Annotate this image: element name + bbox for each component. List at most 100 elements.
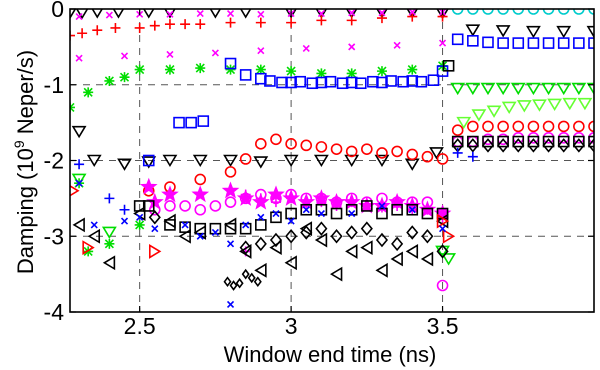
data-point: [451, 135, 464, 148]
data-point: [421, 150, 434, 163]
data-point: [143, 9, 155, 19]
data-point: [315, 9, 328, 19]
data-point: [70, 9, 77, 20]
data-point: [501, 101, 517, 115]
data-point: [557, 120, 570, 133]
data-point: [146, 192, 164, 210]
data-point: [255, 138, 267, 150]
data-point: [526, 82, 541, 96]
data-point: [390, 251, 403, 267]
data-point: [393, 41, 401, 49]
data-point: [374, 154, 390, 168]
data-point: [164, 64, 175, 75]
data-point: [451, 124, 464, 136]
data-point: [406, 148, 419, 161]
data-point: [482, 135, 494, 148]
data-point: [361, 143, 373, 155]
data-point: [526, 25, 541, 39]
data-point: [345, 9, 358, 19]
data-point: [300, 139, 313, 152]
data-point: [376, 9, 388, 19]
data-point: [557, 135, 570, 148]
data-point: [75, 54, 83, 62]
data-point: [452, 147, 463, 158]
data-point: [317, 9, 325, 18]
data-point: [225, 64, 236, 75]
data-point: [415, 75, 428, 88]
data-point: [527, 37, 540, 49]
data-point: [497, 135, 509, 148]
data-point: [257, 213, 265, 221]
data-point: [345, 225, 358, 240]
data-point: [285, 138, 297, 150]
data-point: [422, 204, 433, 215]
data-point: [224, 196, 237, 208]
y-tick-label: -3: [44, 223, 64, 249]
data-point: [541, 82, 556, 96]
data-point: [75, 179, 83, 187]
data-point: [557, 131, 570, 144]
data-point: [376, 66, 387, 77]
data-point: [512, 135, 525, 148]
data-point: [542, 120, 555, 133]
data-point: [255, 193, 266, 204]
data-point: [149, 20, 160, 31]
data-point: [91, 9, 104, 19]
data-point: [226, 300, 235, 308]
data-point: [272, 209, 280, 218]
data-point: [588, 120, 594, 133]
data-point: [486, 105, 502, 118]
data-point: [120, 52, 129, 60]
data-point: [284, 255, 297, 271]
data-point: [70, 30, 75, 41]
data-point: [442, 228, 456, 244]
data-point: [221, 181, 240, 199]
data-point: [166, 10, 174, 18]
data-point: [456, 116, 472, 130]
data-point: [287, 217, 295, 225]
data-point: [317, 209, 325, 218]
data-point: [573, 37, 585, 49]
data-point: [164, 19, 175, 30]
data-point: [512, 138, 525, 153]
data-point: [196, 232, 204, 240]
data-point: [467, 135, 479, 148]
data-point: [510, 82, 526, 96]
data-point: [361, 200, 373, 212]
data-point: [294, 75, 306, 88]
data-point: [315, 221, 328, 236]
data-point: [209, 200, 222, 212]
data-point: [185, 116, 197, 129]
data-point: [512, 9, 525, 15]
data-point: [573, 135, 585, 148]
data-point: [542, 135, 555, 148]
data-point: [75, 9, 89, 20]
data-point: [86, 154, 102, 168]
data-point: [392, 200, 403, 211]
data-point: [467, 35, 479, 47]
x-tick-label: 3: [285, 313, 298, 339]
data-point: [229, 280, 238, 291]
data-point: [345, 145, 358, 158]
data-point: [376, 147, 388, 159]
data-point: [421, 229, 434, 244]
data-point: [497, 37, 509, 49]
data-point: [285, 229, 298, 244]
data-point: [451, 9, 464, 15]
data-point: [376, 202, 387, 213]
data-point: [194, 173, 207, 186]
data-point: [71, 125, 87, 139]
data-point: [532, 99, 547, 112]
data-point: [344, 154, 360, 168]
data-point: [119, 204, 130, 215]
data-point: [286, 193, 297, 204]
data-point: [436, 153, 449, 165]
data-point: [360, 240, 373, 256]
data-point: [375, 232, 389, 248]
data-point: [134, 22, 145, 33]
data-point: [391, 236, 404, 252]
y-axis-label: Damping (109 Neper/s): [11, 50, 38, 274]
data-point: [142, 200, 155, 212]
data-point: [573, 120, 585, 133]
y-tick-label: -4: [44, 299, 65, 325]
